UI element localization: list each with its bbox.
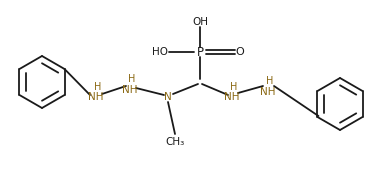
Text: O: O: [236, 47, 244, 57]
Text: CH₃: CH₃: [165, 137, 185, 147]
Text: P: P: [196, 46, 203, 58]
Text: H: H: [230, 82, 238, 92]
Text: N: N: [164, 92, 172, 102]
Text: H: H: [266, 76, 274, 86]
Text: NH: NH: [122, 85, 138, 95]
Text: NH: NH: [88, 92, 104, 102]
Text: NH: NH: [224, 92, 240, 102]
Text: H: H: [128, 74, 136, 84]
Text: OH: OH: [192, 17, 208, 27]
Text: NH: NH: [260, 87, 276, 97]
Text: HO: HO: [152, 47, 168, 57]
Text: H: H: [94, 82, 102, 92]
